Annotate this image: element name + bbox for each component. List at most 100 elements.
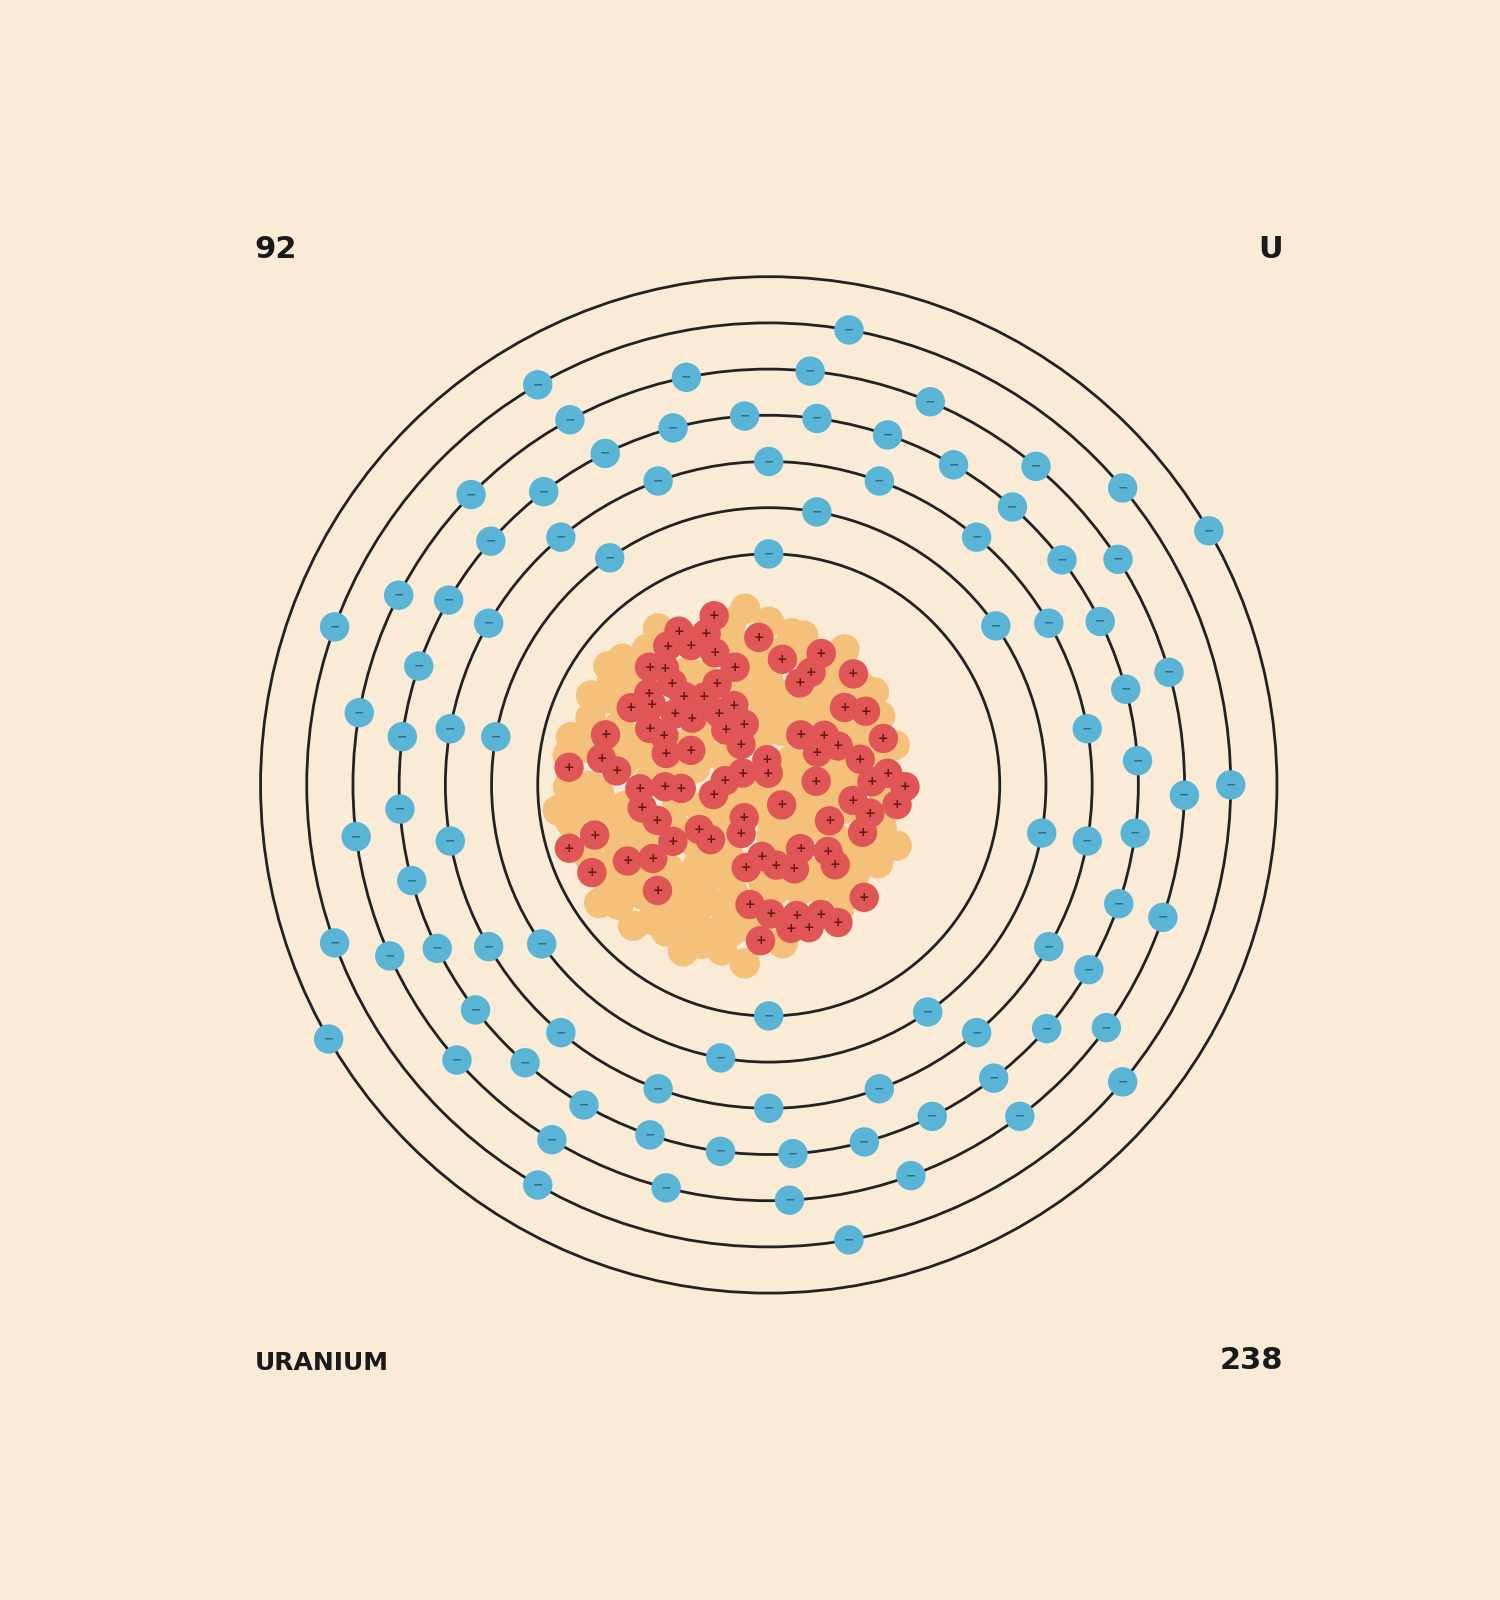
Circle shape	[824, 909, 852, 936]
Circle shape	[747, 701, 778, 731]
Text: −: −	[764, 1010, 774, 1022]
Text: +: +	[777, 653, 788, 666]
Circle shape	[1035, 610, 1062, 637]
Text: −: −	[324, 1032, 334, 1045]
Circle shape	[821, 680, 850, 710]
Text: −: −	[1083, 963, 1094, 976]
Circle shape	[686, 816, 712, 843]
Circle shape	[794, 858, 824, 888]
Text: −: −	[806, 365, 816, 378]
Text: −: −	[882, 429, 892, 442]
Text: +: +	[720, 774, 730, 787]
Circle shape	[730, 594, 760, 624]
Text: −: −	[1044, 941, 1054, 954]
Circle shape	[705, 699, 734, 728]
Text: +: +	[678, 690, 690, 702]
Circle shape	[618, 678, 648, 709]
Text: +: +	[712, 677, 723, 690]
Circle shape	[742, 642, 772, 672]
Circle shape	[658, 669, 686, 698]
Circle shape	[756, 821, 788, 851]
Circle shape	[618, 910, 648, 941]
Circle shape	[687, 928, 717, 958]
Text: −: −	[740, 410, 750, 422]
Text: +: +	[806, 666, 816, 678]
Circle shape	[741, 677, 771, 709]
Circle shape	[386, 581, 412, 610]
Circle shape	[603, 890, 634, 920]
Text: −: −	[538, 485, 549, 498]
Circle shape	[777, 915, 804, 942]
Text: +: +	[644, 661, 656, 674]
Circle shape	[628, 794, 656, 822]
Circle shape	[699, 917, 729, 947]
Circle shape	[636, 653, 663, 682]
Text: +: +	[795, 842, 806, 854]
Text: +: +	[867, 776, 877, 789]
Circle shape	[638, 904, 668, 934]
Circle shape	[718, 880, 750, 910]
Circle shape	[748, 867, 778, 898]
Text: +: +	[882, 766, 892, 779]
Text: +: +	[855, 752, 865, 766]
Circle shape	[664, 618, 693, 645]
Text: −: −	[1095, 614, 1106, 627]
Circle shape	[784, 755, 816, 786]
Text: +: +	[670, 707, 681, 720]
Circle shape	[782, 773, 812, 803]
Circle shape	[570, 1091, 598, 1118]
Text: −: −	[432, 942, 442, 955]
Text: +: +	[878, 731, 888, 746]
Circle shape	[780, 854, 808, 883]
Circle shape	[639, 845, 666, 872]
Text: −: −	[784, 1194, 795, 1206]
Circle shape	[747, 926, 774, 955]
Text: −: −	[537, 938, 548, 950]
Text: −: −	[1113, 898, 1124, 910]
Circle shape	[706, 798, 738, 829]
Text: +: +	[658, 728, 669, 742]
Circle shape	[476, 610, 502, 637]
Circle shape	[802, 498, 831, 526]
Text: +: +	[900, 781, 910, 794]
Text: −: −	[520, 1056, 531, 1069]
Text: +: +	[736, 766, 748, 779]
Text: −: −	[1179, 789, 1190, 802]
Text: −: −	[1118, 482, 1128, 494]
Circle shape	[762, 851, 790, 878]
Text: −: −	[1014, 1110, 1025, 1123]
Circle shape	[807, 901, 834, 928]
Circle shape	[670, 683, 698, 710]
Text: +: +	[720, 723, 730, 736]
Circle shape	[754, 541, 783, 568]
Circle shape	[754, 1094, 783, 1122]
Circle shape	[524, 371, 552, 398]
Circle shape	[594, 683, 624, 714]
Text: +: +	[740, 718, 750, 731]
Circle shape	[596, 670, 627, 701]
Circle shape	[614, 846, 642, 875]
Text: −: −	[1007, 501, 1017, 514]
Text: +: +	[663, 640, 674, 653]
Circle shape	[592, 867, 624, 898]
Circle shape	[831, 694, 858, 722]
Circle shape	[662, 814, 693, 845]
Text: −: −	[330, 936, 340, 949]
Circle shape	[462, 997, 489, 1024]
Circle shape	[801, 872, 832, 902]
Circle shape	[594, 803, 624, 834]
Circle shape	[675, 880, 705, 910]
Circle shape	[594, 651, 624, 682]
Text: +: +	[646, 698, 657, 710]
Circle shape	[874, 760, 902, 787]
Text: −: −	[874, 1082, 885, 1096]
Circle shape	[612, 659, 642, 690]
Text: URANIUM: URANIUM	[255, 1350, 388, 1374]
Text: 92: 92	[255, 235, 297, 264]
Circle shape	[796, 357, 824, 386]
Text: +: +	[708, 789, 718, 802]
Text: +: +	[676, 782, 687, 795]
Text: −: −	[927, 1110, 938, 1123]
Circle shape	[770, 813, 800, 843]
Circle shape	[555, 806, 585, 837]
